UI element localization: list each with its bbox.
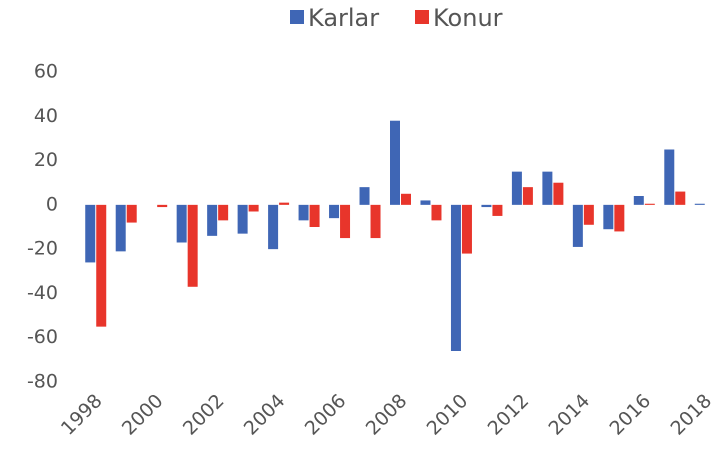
bar <box>664 149 675 205</box>
bar <box>522 187 533 205</box>
x-tick-label: 2012 <box>484 390 534 440</box>
legend-swatch <box>290 10 304 24</box>
y-tick-label: 20 <box>34 149 58 171</box>
bar <box>492 204 503 216</box>
bar <box>115 204 126 252</box>
x-tick-label: 2006 <box>301 390 351 440</box>
bar <box>542 171 553 205</box>
bar <box>431 204 442 221</box>
bar <box>340 204 351 239</box>
bar <box>309 204 320 227</box>
bar <box>96 204 107 327</box>
bar <box>461 204 472 254</box>
bar <box>237 204 248 234</box>
bar <box>268 204 279 250</box>
bar <box>248 204 259 212</box>
x-tick-label: 2002 <box>179 390 229 440</box>
bar <box>450 204 461 351</box>
bar <box>583 204 594 225</box>
bar <box>401 193 411 205</box>
y-tick-label: 40 <box>34 105 58 127</box>
bar <box>329 204 340 219</box>
bar <box>511 171 522 205</box>
x-tick-label: 2014 <box>545 390 595 440</box>
y-tick-label: -80 <box>27 371 58 393</box>
bar <box>126 204 137 223</box>
bar <box>176 204 187 243</box>
x-tick-label: 2010 <box>423 390 473 440</box>
bar <box>370 204 381 239</box>
bar <box>572 204 583 247</box>
bar <box>644 203 655 205</box>
bar <box>614 204 625 232</box>
x-tick-label: 2000 <box>118 390 168 440</box>
y-tick-label: 0 <box>46 193 58 215</box>
x-tick-label: 2008 <box>362 390 412 440</box>
bar <box>633 196 644 205</box>
legend-label: Karlar <box>308 4 379 32</box>
bar <box>85 204 96 263</box>
x-tick-label: 2004 <box>240 390 290 440</box>
x-tick-label: 2018 <box>666 390 716 440</box>
x-tick-label: 1998 <box>57 390 107 440</box>
bar <box>157 204 168 208</box>
bar <box>553 182 564 205</box>
bar <box>420 200 431 205</box>
y-tick-label: 60 <box>34 61 58 83</box>
y-tick-label: -20 <box>27 238 58 260</box>
legend-label: Konur <box>433 4 503 32</box>
bar <box>187 204 198 287</box>
legend-swatch <box>415 10 429 24</box>
bar <box>218 204 229 221</box>
bar <box>207 204 218 236</box>
x-tick-label: 2016 <box>605 390 655 440</box>
bar <box>603 204 614 230</box>
y-tick-label: -60 <box>27 326 58 348</box>
bar <box>298 204 309 221</box>
bar <box>694 203 705 205</box>
y-tick-label: -40 <box>27 282 58 304</box>
bar <box>359 187 370 205</box>
bar <box>675 191 686 205</box>
bar <box>390 120 400 205</box>
bar <box>279 202 290 205</box>
bar <box>481 204 492 208</box>
